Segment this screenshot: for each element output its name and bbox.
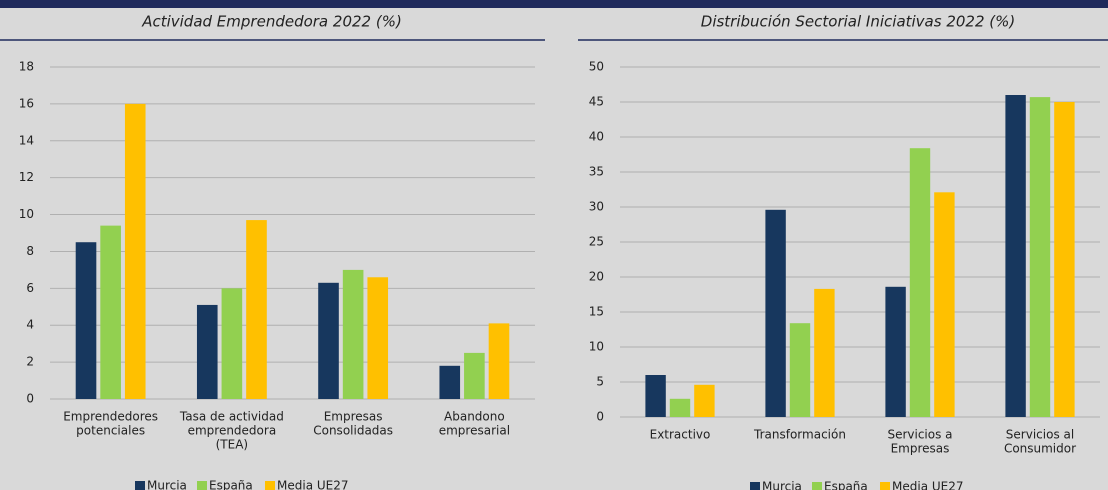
top-band [0, 0, 1108, 8]
x-tick-label: (TEA) [216, 438, 248, 452]
y-tick-label: 16 [19, 96, 34, 110]
legend-label: Media UE27 [892, 480, 964, 490]
bar [789, 323, 811, 417]
bar [909, 148, 931, 417]
bar [221, 288, 243, 399]
bar [246, 220, 267, 399]
y-tick-label: 6 [26, 281, 34, 295]
x-tick-label: empresarial [439, 424, 510, 438]
y-tick-label: 25 [589, 235, 604, 249]
x-tick-label: Transformación [753, 428, 846, 442]
bar [814, 288, 835, 417]
y-tick-label: 20 [589, 270, 604, 284]
bar [1054, 102, 1075, 417]
y-tick-label: 5 [596, 375, 604, 389]
x-tick-label: potenciales [76, 424, 145, 438]
y-tick-label: 45 [589, 95, 604, 109]
y-tick-label: 10 [19, 207, 34, 221]
x-tick-label: Abandono [444, 410, 505, 424]
bar [1005, 95, 1026, 417]
x-tick-label: Empresas [891, 442, 950, 456]
bar [342, 269, 364, 399]
bar [645, 375, 666, 417]
x-tick-label: Extractivo [650, 428, 711, 442]
legend-label: Media UE27 [277, 479, 349, 490]
bar [694, 384, 715, 417]
y-tick-label: 35 [589, 165, 604, 179]
bar [669, 398, 691, 417]
y-tick-label: 15 [589, 305, 604, 319]
bar [488, 323, 510, 399]
y-tick-label: 18 [19, 60, 34, 74]
legend-swatch [265, 481, 275, 490]
y-tick-label: 10 [589, 340, 604, 354]
bar [885, 286, 906, 417]
legend-swatch [197, 481, 207, 490]
y-tick-label: 8 [26, 244, 34, 258]
legend-swatch [750, 482, 760, 490]
bar [367, 277, 389, 399]
x-tick-label: Tasa de actividad [179, 410, 284, 424]
chart-title: Actividad Emprendedora 2022 (%) [141, 13, 402, 31]
legend-swatch [812, 482, 822, 490]
x-tick-label: Servicios a [887, 428, 952, 442]
x-tick-label: Consolidadas [313, 424, 393, 438]
bar [318, 282, 339, 399]
bar [439, 365, 461, 399]
legend-swatch [880, 482, 890, 490]
bar [100, 225, 121, 399]
bar [934, 192, 955, 417]
bar [1029, 97, 1051, 417]
y-tick-label: 30 [589, 200, 604, 214]
x-tick-label: Emprendedores [63, 410, 158, 424]
legend-label: España [209, 479, 253, 490]
y-tick-label: 50 [589, 60, 604, 74]
legend-label: Murcia [147, 479, 187, 490]
y-tick-label: 12 [19, 170, 34, 184]
bar [196, 304, 218, 399]
y-tick-label: 40 [589, 130, 604, 144]
bar [464, 352, 485, 399]
bar [75, 242, 97, 399]
bar [765, 209, 786, 417]
x-tick-label: Empresas [324, 410, 383, 424]
y-tick-label: 14 [19, 133, 34, 147]
x-tick-label: Servicios al [1006, 428, 1074, 442]
bar [124, 103, 146, 399]
chart-title: Distribución Sectorial Iniciativas 2022 … [701, 13, 1015, 31]
y-tick-label: 0 [26, 392, 34, 406]
legend-label: Murcia [762, 480, 802, 490]
x-tick-label: emprendedora [188, 424, 277, 438]
x-tick-label: Consumidor [1004, 442, 1076, 456]
y-tick-label: 4 [26, 318, 34, 332]
legend-swatch [135, 481, 145, 490]
legend-label: España [824, 480, 868, 490]
y-tick-label: 0 [596, 410, 604, 424]
y-tick-label: 2 [26, 355, 34, 369]
